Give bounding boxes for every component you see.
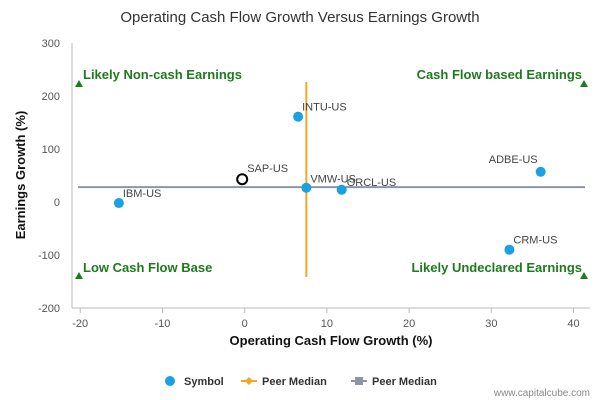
y-tick-label: 200: [42, 91, 60, 103]
peer-median-lines: [78, 82, 585, 277]
legend-label: Symbol: [184, 376, 224, 388]
x-tick-labels: -20 -10 0 10 20 30 40: [72, 308, 580, 330]
x-tick-label: 0: [242, 318, 248, 330]
data-point: [301, 182, 312, 193]
y-axis-title: Earnings Growth (%): [13, 111, 28, 240]
x-tick-label: 10: [321, 318, 333, 330]
x-tick-label: -20: [72, 318, 88, 330]
y-tick-label: 300: [42, 38, 60, 50]
data-point: [535, 166, 546, 177]
watermark: www.capitalcube.com: [493, 388, 590, 399]
data-point: [293, 111, 304, 122]
chart-title: Operating Cash Flow Growth Versus Earnin…: [120, 9, 479, 26]
quadrant-label: Likely Non-cash Earnings: [83, 67, 242, 82]
y-tick-label: 0: [54, 197, 60, 209]
quadrant-labels: Likely Non-cash Earnings Cash Flow based …: [75, 67, 588, 279]
y-tick-label: -100: [38, 250, 60, 262]
data-point-label: CRM-US: [513, 235, 557, 247]
data-point: [236, 173, 249, 186]
legend-label: Peer Median: [262, 376, 327, 388]
legend-symbol-marker: [165, 376, 175, 386]
data-point-label: ORCL-US: [347, 177, 397, 189]
quadrant-marker-icon: [580, 80, 588, 87]
data-point-label: VMW-US: [310, 174, 356, 186]
data-point: [113, 198, 124, 209]
y-tick-labels: 300 200 100 0 -100 -200: [38, 38, 60, 315]
legend-label: Peer Median: [372, 376, 437, 388]
data-point-label: IBM-US: [123, 188, 162, 200]
data-point: [336, 184, 347, 195]
data-point-label: INTU-US: [302, 102, 347, 114]
x-tick-label: 20: [403, 318, 415, 330]
data-point-label: ADBE-US: [489, 154, 538, 166]
quadrant-marker-icon: [75, 272, 83, 279]
axes: [71, 43, 590, 309]
x-tick-label: 30: [485, 318, 497, 330]
data-point-label: SAP-US: [247, 163, 288, 175]
x-axis-title: Operating Cash Flow Growth (%): [230, 333, 433, 348]
legend-square-icon: [355, 377, 363, 385]
quadrant-label: Low Cash Flow Base: [83, 260, 212, 275]
quadrant-label: Likely Undeclared Earnings: [411, 260, 582, 275]
legend-diamond-icon: [245, 377, 253, 385]
quadrant-marker-icon: [75, 80, 83, 87]
y-tick-label: 100: [42, 144, 60, 156]
quadrant-label: Cash Flow based Earnings: [417, 67, 582, 82]
data-point: [504, 244, 515, 255]
y-tick-label: -200: [38, 303, 60, 315]
x-tick-label: -10: [154, 318, 170, 330]
x-tick-label: 40: [567, 318, 579, 330]
legend: Symbol Peer Median Peer Median: [165, 376, 437, 388]
quadrant-marker-icon: [580, 272, 588, 279]
